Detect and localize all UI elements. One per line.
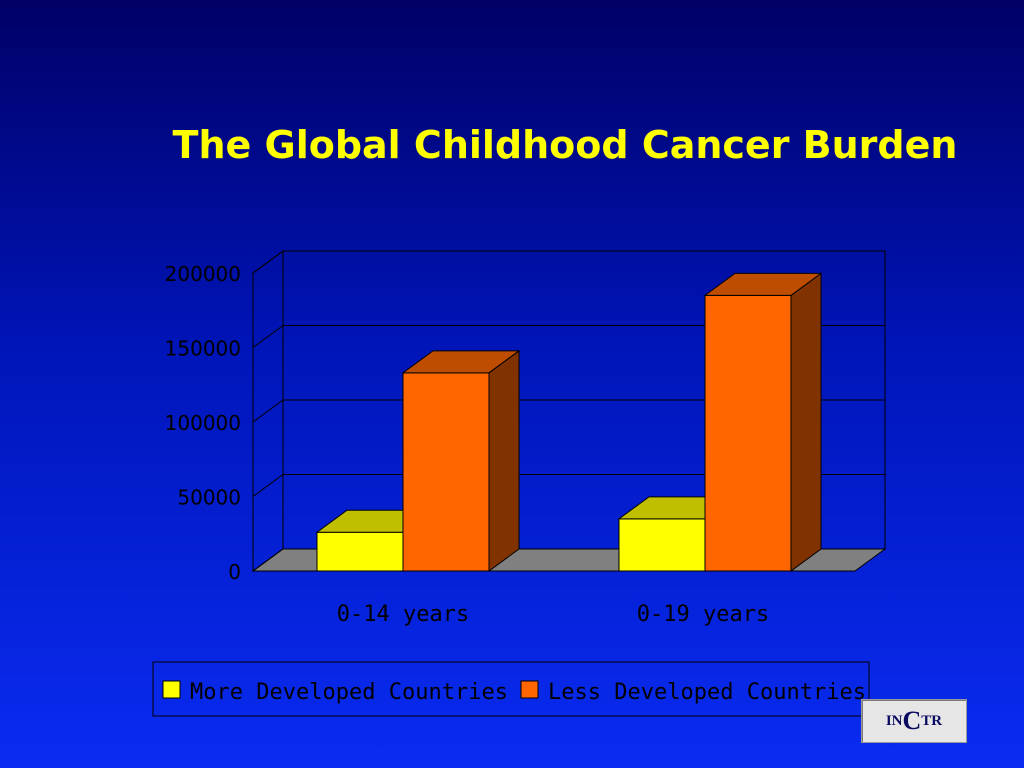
chart-title: The Global Childhood Cancer Burden (173, 123, 958, 167)
gridline (252, 250, 885, 274)
legend-label: More Developed Countries (190, 680, 508, 705)
logo-part-c: C (902, 706, 922, 735)
legend-label: Less Developed Countries (548, 680, 866, 705)
bar-side (790, 272, 822, 572)
bar (401, 349, 521, 572)
bar-front (704, 294, 792, 572)
gridline (252, 474, 885, 497)
x-tick-label: 0-19 years (637, 602, 769, 627)
legend-swatch (520, 680, 539, 699)
y-tick-label: 50000 (177, 486, 241, 510)
legend-swatch (162, 680, 181, 699)
bar-side (488, 349, 520, 572)
y-tick-label: 0 (228, 560, 241, 584)
y-tick-label: 150000 (165, 337, 241, 361)
bar (703, 272, 823, 572)
bar-top (401, 350, 521, 374)
logo-part-in: IN (885, 712, 903, 729)
bar-front (618, 518, 706, 572)
y-tick-label: 200000 (165, 262, 241, 286)
gridline (252, 399, 885, 423)
bar-front (402, 372, 490, 572)
inctr-logo: IN C TR (861, 699, 967, 743)
logo-part-tr: TR (921, 712, 943, 729)
y-axis: 0 50000 100000 150000 200000 (165, 262, 241, 584)
bar-front (316, 531, 404, 572)
bar-top (703, 272, 823, 296)
bars (315, 272, 823, 572)
legend-box (152, 661, 870, 717)
y-tick-label: 100000 (165, 411, 241, 435)
legend: More Developed Countries Less Developed C… (152, 661, 870, 717)
x-tick-label: 0-14 years (337, 602, 469, 627)
gridline (252, 325, 885, 348)
x-axis: 0-14 years 0-19 years (337, 602, 769, 627)
